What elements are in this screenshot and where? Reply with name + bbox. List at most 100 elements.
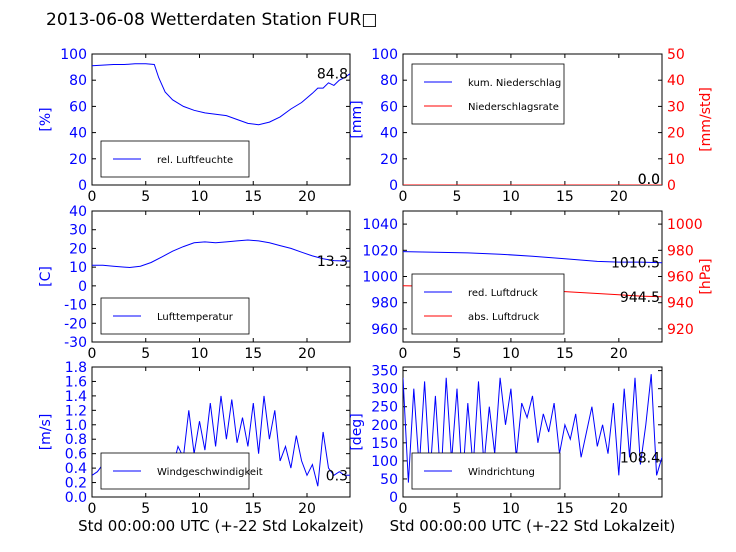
- y-axis-label: [%]: [38, 107, 54, 131]
- y-tick-label: 0: [389, 490, 398, 506]
- last-value-label: 0.0: [638, 172, 660, 188]
- x-tick-label: 10: [502, 346, 520, 362]
- y-tick-label: 1.0: [65, 418, 87, 434]
- y-tick-label: 10: [69, 260, 87, 276]
- x-tick-label: 0: [399, 346, 408, 362]
- y-tick-label: 20: [69, 241, 87, 257]
- series-line-temperature-0: [92, 239, 350, 269]
- series-line-winddirection-0: [403, 374, 662, 483]
- y-tick-label: 80: [69, 73, 87, 89]
- y-tick-label: 0: [78, 178, 87, 194]
- x-tick-label: 15: [244, 346, 262, 362]
- x-tick-label: 10: [502, 501, 520, 517]
- axes-frame: [91, 366, 351, 498]
- last-value-label: 944.5: [620, 290, 660, 306]
- panel-pressure: 0 5 10 15 20 960 980 1000 1020 1040 920 940 960 980 10…: [362, 210, 714, 362]
- y-tick-label: 1.8: [65, 360, 87, 376]
- y-tick-label: 960: [371, 322, 398, 338]
- legend-box: [411, 273, 565, 335]
- y-tick-label: 0: [389, 178, 398, 194]
- axes-frame: [91, 53, 351, 186]
- x-tick-label: 15: [556, 189, 574, 205]
- y-tick-label: 40: [69, 204, 87, 220]
- y2-tick-label: 20: [667, 126, 685, 142]
- series-line-pressure-0: [403, 251, 662, 264]
- x-tick-label: 15: [244, 189, 262, 205]
- y-tick-label: -30: [64, 335, 87, 351]
- y-axis-label: [C]: [38, 266, 54, 287]
- y2-tick-label: 30: [667, 99, 685, 115]
- y-tick-label: 0.4: [65, 461, 87, 477]
- y2-tick-label: 940: [667, 296, 694, 312]
- x-tick-label: 20: [298, 501, 316, 517]
- y2-tick-label: 980: [667, 243, 694, 259]
- y-tick-label: 1000: [362, 270, 398, 286]
- x-tick-label: 20: [610, 501, 628, 517]
- x-tick-label: 20: [610, 346, 628, 362]
- panel-humidity: 0 5 10 15 20 0 20 40 60 80 100 [%] rel. Luftfeuchte 8…: [38, 47, 351, 205]
- y-tick-label: 40: [380, 126, 398, 142]
- y2-tick-label: 960: [667, 270, 694, 286]
- figure-title: 2013-06-08 Wetterdaten Station FUR□: [46, 10, 378, 30]
- x-axis-label: Std 00:00:00 UTC (+-22 Std Lokalzeit): [78, 517, 364, 535]
- y2-tick-label: 920: [667, 322, 694, 338]
- y-tick-label: 250: [371, 400, 398, 416]
- axes-frame: [91, 210, 351, 343]
- x-tick-label: 0: [88, 189, 97, 205]
- y-tick-label: 200: [371, 418, 398, 434]
- x-tick-label: 0: [88, 501, 97, 517]
- last-value-label: 108.4: [620, 450, 660, 466]
- y-tick-label: 20: [69, 152, 87, 168]
- series-line-humidity-0: [92, 63, 350, 126]
- y-tick-label: -10: [64, 298, 87, 314]
- x-tick-label: 5: [141, 346, 150, 362]
- x-tick-label: 0: [399, 501, 408, 517]
- legend-box: [411, 63, 565, 125]
- y-tick-label: 0: [78, 279, 87, 295]
- y-tick-label: 1.2: [65, 403, 87, 419]
- x-tick-label: 10: [191, 346, 209, 362]
- x-tick-label: 10: [191, 501, 209, 517]
- y-tick-label: 40: [69, 126, 87, 142]
- legend-label: rel. Luftfeuchte: [157, 155, 233, 166]
- x-tick-label: 15: [244, 501, 262, 517]
- y-tick-label: 0.8: [65, 432, 87, 448]
- y-tick-label: 0.0: [65, 490, 87, 506]
- y-tick-label: 980: [371, 296, 398, 312]
- y-axis-label: [m/s]: [38, 414, 54, 451]
- y-tick-label: 30: [69, 223, 87, 239]
- y2-tick-label: 40: [667, 73, 685, 89]
- legend-label: kum. Niederschlag: [468, 78, 561, 89]
- x-tick-label: 15: [556, 346, 574, 362]
- x-axis-label: Std 00:00:00 UTC (+-22 Std Lokalzeit): [390, 517, 676, 535]
- x-tick-label: 10: [191, 189, 209, 205]
- panel-windspeed: 0 5 10 15 20 0.00.20.40.60.81.01.21.41.61.8 [m…: [38, 360, 364, 535]
- y-tick-label: 300: [371, 382, 398, 398]
- x-tick-label: 5: [141, 501, 150, 517]
- y-tick-label: 1020: [362, 243, 398, 259]
- last-value-label: 13.3: [317, 254, 348, 270]
- last-value-label: 0.0: [638, 172, 660, 188]
- panel-temperature: 0 5 10 15 20 -30 -20 -10 0 10 20 30 40 [C] Lufttempera…: [38, 204, 351, 362]
- x-tick-label: 0: [88, 346, 97, 362]
- y2-tick-label: 0: [667, 178, 676, 194]
- y-tick-label: -20: [64, 316, 87, 332]
- y-tick-label: 60: [380, 99, 398, 115]
- last-value-label: 84.8: [317, 67, 348, 83]
- y2-tick-label: 50: [667, 47, 685, 63]
- y-tick-label: 50: [380, 472, 398, 488]
- panel-precipitation: 0 5 10 15 20 0 20 40 60 80 100 0 10 20 30 40 50 [mm] [mm/s…: [349, 47, 714, 205]
- y-tick-label: 0.2: [65, 476, 87, 492]
- x-tick-label: 5: [452, 346, 461, 362]
- y-tick-label: 150: [371, 436, 398, 452]
- y-tick-label: 350: [371, 364, 398, 380]
- legend-label: Windgeschwindigkeit: [157, 467, 263, 478]
- y-axis-label: [deg]: [349, 413, 365, 450]
- legend-label: red. Luftdruck: [468, 288, 538, 299]
- y-tick-label: 100: [371, 47, 398, 63]
- x-tick-label: 0: [399, 189, 408, 205]
- y-tick-label: 80: [380, 73, 398, 89]
- x-tick-label: 10: [502, 189, 520, 205]
